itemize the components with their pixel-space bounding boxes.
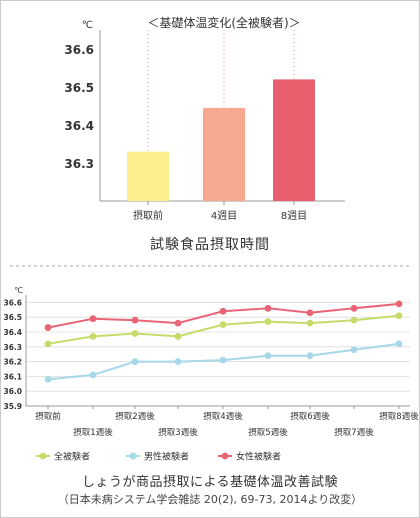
line-y-tick-label: 36.1 <box>3 372 22 381</box>
line-data-point <box>44 324 52 331</box>
line-chart-unit: ℃ <box>14 286 23 295</box>
line-x-tick-label: 摂取4週後 <box>203 411 243 422</box>
line-data-point <box>395 340 403 348</box>
line-data-point <box>131 358 139 365</box>
line-data-point <box>89 371 97 379</box>
line-data-point <box>174 319 182 327</box>
bar-chart-caption: 試験食品摂取時間 <box>150 237 270 253</box>
legend-swatch-marker <box>221 452 229 460</box>
line-data-point <box>264 352 272 360</box>
line-x-tick-label: 摂取7週後 <box>334 427 374 438</box>
bar-chart: ＜基礎体温変化(全被験者)＞ ℃ 36.3 36.4 36.5 36.6 摂取前 4週目… <box>64 15 345 222</box>
line-data-point <box>174 358 182 365</box>
legend-label: 女性被験者 <box>236 451 281 463</box>
bar-x-tick-label: 4週目 <box>211 210 237 222</box>
bar <box>273 79 315 201</box>
line-x-tick-label: 摂取1週後 <box>73 427 113 438</box>
line-data-point <box>264 318 272 326</box>
line-data-point <box>44 340 52 348</box>
line-data-point <box>44 375 52 383</box>
legend-swatch-marker <box>129 452 137 460</box>
line-x-tick-label: 摂取2週後 <box>115 411 155 422</box>
line-data-point <box>219 307 227 315</box>
legend-label: 男性被験者 <box>144 451 189 463</box>
line-y-tick-label: 36.6 <box>3 298 22 307</box>
bar-x-tick-label: 8週目 <box>281 210 307 222</box>
line-y-tick-label: 36.5 <box>3 313 22 322</box>
line-x-tick-label: 摂取3週後 <box>158 427 198 438</box>
bar-y-tick-label: 36.5 <box>64 81 94 95</box>
line-chart: ℃ 35.936.036.136.236.336.436.536.6 摂取前摂取… <box>3 286 419 463</box>
bar-chart-title: ＜基礎体温変化(全被験者)＞ <box>147 15 300 30</box>
line-data-point <box>264 304 272 312</box>
line-data-point <box>131 330 139 337</box>
line-x-tick-label: 摂取前 <box>35 411 61 422</box>
bar-x-tick-label: 摂取前 <box>133 209 163 222</box>
line-data-point <box>350 316 358 324</box>
bar-y-tick-label: 36.3 <box>64 157 94 171</box>
line-y-tick-label: 35.9 <box>3 402 22 411</box>
bar <box>203 107 245 201</box>
line-chart-caption: しょうが商品摂取による基礎体温改善試験 <box>81 475 339 490</box>
legend-label: 全被験者 <box>54 451 90 463</box>
bar <box>127 151 169 201</box>
line-data-point <box>89 315 97 323</box>
line-data-point <box>174 333 182 340</box>
line-data-point <box>306 309 314 317</box>
legend-swatch-marker <box>39 452 47 460</box>
source-citation: （日本未病システム学会雑誌 20(2), 69-73, 2014より改変） <box>57 493 363 506</box>
line-data-point <box>395 312 403 320</box>
line-data-point <box>131 316 139 324</box>
line-data-point <box>89 333 97 340</box>
line-data-point <box>219 356 227 364</box>
line-data-point <box>395 300 403 308</box>
line-y-tick-label: 36.4 <box>3 328 22 337</box>
line-data-point <box>306 319 314 327</box>
line-data-point <box>219 321 227 328</box>
line-x-tick-label: 摂取5週後 <box>248 427 288 438</box>
line-data-point <box>350 304 358 312</box>
line-y-tick-label: 36.3 <box>3 343 22 352</box>
line-y-tick-label: 36.0 <box>3 387 22 396</box>
bar-y-tick-label: 36.6 <box>64 43 94 57</box>
line-x-tick-label: 摂取8週後 <box>379 411 419 422</box>
line-data-point <box>350 346 358 354</box>
line-y-tick-label: 36.2 <box>3 358 22 367</box>
line-x-tick-label: 摂取6週後 <box>290 411 330 422</box>
line-data-point <box>306 352 314 360</box>
bar-y-tick-label: 36.4 <box>64 119 94 133</box>
bar-chart-unit: ℃ <box>82 20 93 31</box>
